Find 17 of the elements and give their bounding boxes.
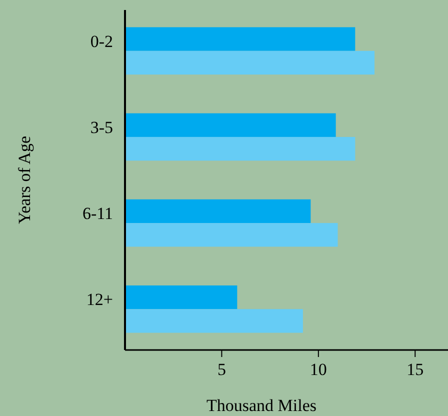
bar [125,285,238,310]
x-axis-title: Thousand Miles [206,396,317,415]
bar [125,27,356,51]
bar [125,50,375,75]
bar [125,113,336,137]
bar [125,309,303,333]
x-tick-label: 15 [406,360,424,379]
y-tick-label: 6-11 [82,204,113,223]
bar [125,223,338,247]
y-axis-title: Years of Age [15,136,34,224]
bar [125,136,356,161]
y-tick-label: 0-2 [90,32,113,51]
y-tick-label: 3-5 [90,118,113,137]
bar [125,199,311,224]
x-tick-label: 10 [310,360,327,379]
y-tick-label: 12+ [86,290,113,310]
x-tick-label: 5 [217,360,226,379]
